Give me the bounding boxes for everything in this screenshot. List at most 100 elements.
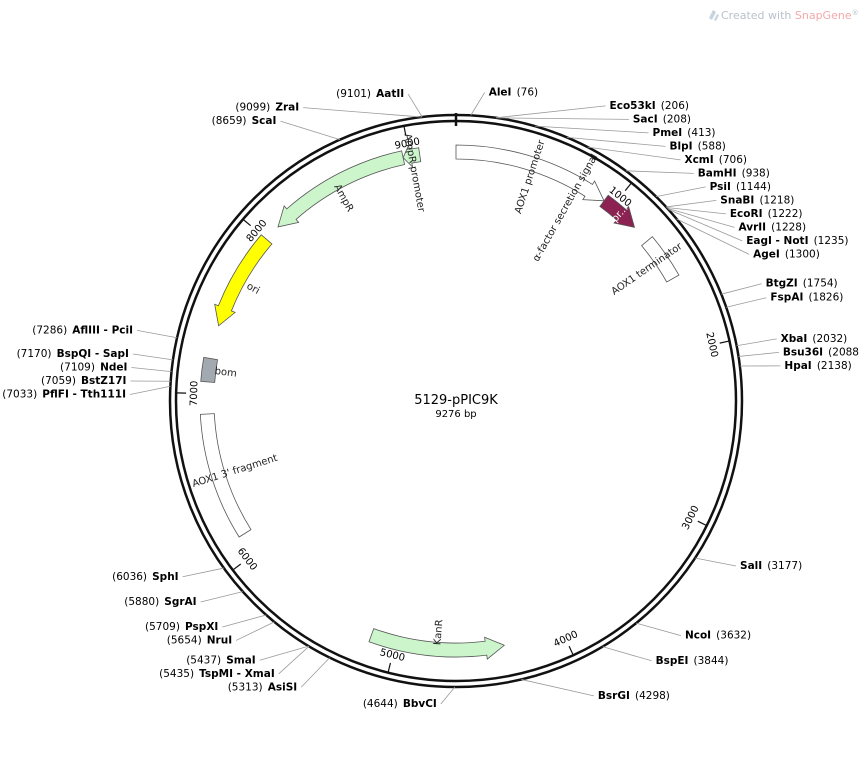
site-name: BlpI <box>670 140 693 152</box>
tick-mark <box>403 125 407 136</box>
site-zrai: (9099) ZraI <box>235 102 422 118</box>
feature-shape <box>402 144 422 169</box>
site-leader-line <box>222 614 267 628</box>
site-name: AatII <box>376 88 404 100</box>
site-leader-line <box>235 621 275 641</box>
site-position: (2138) <box>817 360 852 372</box>
restriction-sites: AleI (76) Eco53kI (206)SacI (208)PmeI (41… <box>2 80 860 710</box>
site-label: EagI - NotI (1235) <box>746 229 848 248</box>
site-position: (3844) <box>694 655 729 667</box>
site-leader-line <box>280 120 341 140</box>
site-eco53ki: Eco53kI (206) <box>495 94 689 119</box>
site-position: (1222) <box>768 208 803 220</box>
site-name: SphI <box>152 571 178 583</box>
feature-label: AOX1 3' fragment <box>191 453 279 490</box>
site-position: (206) <box>661 100 689 112</box>
site-bspqi-sapi: (7170) BspQI - SapI <box>17 348 174 361</box>
feature-aox1-terminator: AOX1 terminator <box>610 236 685 298</box>
site-name: SgrAI <box>164 596 196 608</box>
site-leader-line <box>694 557 737 567</box>
site-name: PmeI <box>653 127 683 139</box>
site-label: PsiI (1144) <box>710 175 771 194</box>
site-label: SacI (208) <box>633 107 691 126</box>
site-xcmi: XcmI (706) <box>587 146 747 166</box>
tick-mark <box>568 645 574 656</box>
tick-label: 6000 <box>235 546 259 573</box>
feature-pr: pr... <box>599 194 636 228</box>
site-position: (3177) <box>767 560 802 572</box>
site-psii: PsiI (1144) <box>656 175 771 198</box>
site-leader-line <box>132 353 174 361</box>
site-leader-line <box>521 679 595 697</box>
site-nrui: (5654) NruI <box>167 621 275 646</box>
site-name: NruI <box>207 634 232 646</box>
site-leader-line <box>303 107 422 118</box>
site-position: (2032) <box>812 333 847 345</box>
site-ndei: (7109) NdeI <box>60 362 172 374</box>
site-leader-line <box>738 351 779 357</box>
feature-ampr-promoter: AmpR promoter <box>401 133 426 214</box>
site-position: (5435) <box>159 668 194 680</box>
site-position: (5654) <box>167 634 202 646</box>
feature-kanr: KanR <box>368 619 506 660</box>
site-label: (5709) PspXI <box>145 615 218 634</box>
site-name: PspXI <box>185 621 218 633</box>
site-name: XbaI <box>781 333 808 345</box>
site-name: BspQI - SapI <box>57 348 129 360</box>
site-label: AgeI (1300) <box>753 242 820 261</box>
site-leader-line <box>440 686 456 705</box>
site-label: (5313) AsiSI <box>228 675 297 694</box>
site-name: NdeI <box>100 362 127 374</box>
site-position: (9099) <box>235 102 270 114</box>
site-leader-line <box>636 622 682 637</box>
site-label: SalI (3177) <box>740 554 802 573</box>
site-leader-line <box>300 657 331 688</box>
site-leader-line <box>721 283 762 295</box>
feature-label: AmpR promoter <box>401 133 426 214</box>
tick-label: 9000 <box>394 136 421 152</box>
site-name: EcoRI <box>730 208 763 220</box>
site-position: (413) <box>687 127 715 139</box>
tick-mark <box>232 563 242 571</box>
site-leader-line <box>668 209 743 242</box>
site-smai: (5437) SmaI <box>186 645 309 666</box>
site-label: (5435) TspMI - XmaI <box>159 662 275 681</box>
site-position: (1235) <box>814 235 849 247</box>
site-label: (7033) PflFI - Tth111I <box>2 383 126 402</box>
feature-shape <box>277 150 406 228</box>
feature-shape <box>599 194 636 228</box>
site-label: Eco53kI (206) <box>610 94 689 113</box>
site-position: (1218) <box>759 194 794 206</box>
site-bspei: BspEI (3844) <box>602 646 729 667</box>
site-name: BsrGI <box>598 690 630 702</box>
site-label: (7059) BstZ17I <box>41 369 126 388</box>
site-label: AleI (76) <box>489 80 538 99</box>
site-leader-line <box>496 117 629 120</box>
site-position: (8659) <box>212 115 247 127</box>
snapgene-watermark: Created with SnapGene® <box>709 9 859 22</box>
feature-bom: bom <box>200 356 237 383</box>
site-agei: AgeI (1300) <box>676 218 820 261</box>
site-name: AvrII <box>738 221 766 233</box>
site-position: (1300) <box>785 248 820 260</box>
site-label: BlpI (588) <box>670 134 726 153</box>
site-name: ScaI <box>252 115 277 127</box>
site-name: BtgZI <box>766 278 798 290</box>
site-name: EagI - NotI <box>746 235 808 247</box>
site-leader-line <box>495 105 606 119</box>
site-label: FspAI (1826) <box>770 286 843 305</box>
site-leader-line <box>625 170 694 174</box>
site-name: PsiI <box>710 181 731 193</box>
site-leader-line <box>666 207 726 215</box>
site-label: (6036) SphI <box>112 565 178 584</box>
feature-label: ori <box>245 281 262 297</box>
tick-mark <box>719 340 730 344</box>
feature-label: bom <box>214 366 237 380</box>
site-leader-line <box>129 385 171 395</box>
site-name: SmaI <box>226 654 256 666</box>
site-label: XbaI (2032) <box>781 327 848 346</box>
tick-mark <box>242 218 252 227</box>
feature-aox1-3-fragment: AOX1 3' fragment <box>191 413 279 538</box>
site-scai: (8659) ScaI <box>212 115 341 140</box>
